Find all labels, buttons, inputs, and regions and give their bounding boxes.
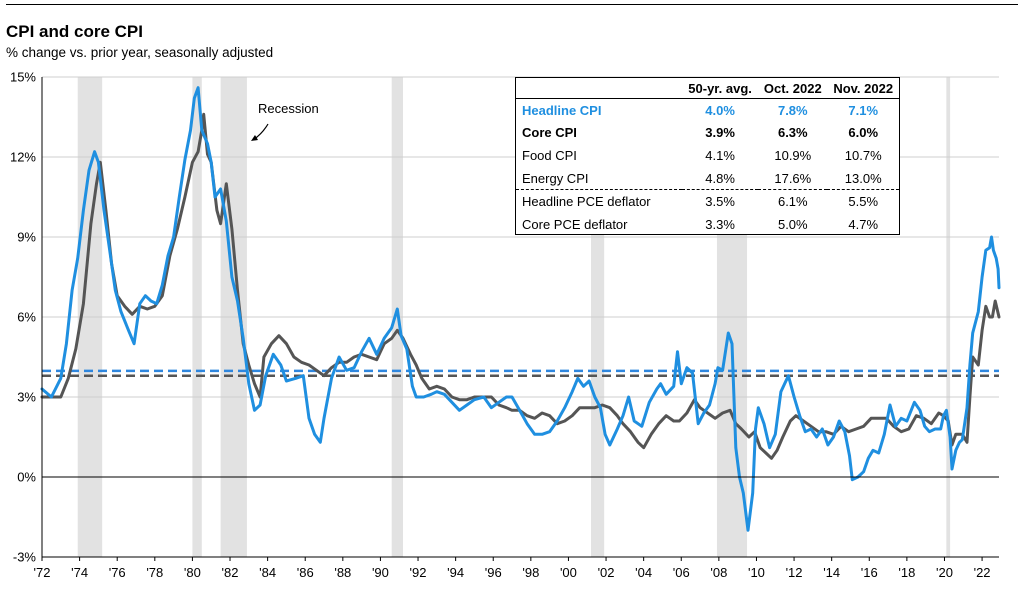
x-tick-label: '06 bbox=[673, 565, 690, 580]
x-tick-label: '00 bbox=[560, 565, 577, 580]
stats-header-blank bbox=[516, 78, 682, 99]
top-rule bbox=[6, 4, 1018, 5]
y-tick-label: 0% bbox=[17, 470, 36, 485]
stats-value: 6.0% bbox=[848, 125, 879, 141]
y-tick-label: -3% bbox=[13, 550, 37, 565]
chart-title: CPI and core CPI bbox=[6, 22, 143, 41]
x-tick-label: '04 bbox=[635, 565, 652, 580]
x-tick-label: '82 bbox=[222, 565, 239, 580]
stats-table: 50-yr. avg. Oct. 2022 Nov. 2022 Headline… bbox=[516, 78, 899, 236]
x-tick-label: '10 bbox=[748, 565, 765, 580]
headline-cpi-line bbox=[40, 86, 1001, 532]
stats-value: 7.1% bbox=[848, 102, 879, 118]
x-tick-label: '76 bbox=[109, 565, 126, 580]
average-lines bbox=[42, 369, 999, 378]
stats-row-headline-pce: Headline PCE deflator 3.5% 6.1% 5.5% bbox=[516, 190, 899, 213]
stats-value: 6.1% bbox=[777, 194, 808, 210]
stats-header-avg: 50-yr. avg. bbox=[682, 78, 759, 99]
x-tick-label: '78 bbox=[146, 565, 163, 580]
x-tick-label: '08 bbox=[710, 565, 727, 580]
stats-value: 4.1% bbox=[705, 147, 735, 163]
stats-row-energy-cpi: Energy CPI 4.8% 17.6% 13.0% bbox=[516, 166, 899, 191]
x-tick-label: '74 bbox=[71, 565, 88, 580]
x-tick-label: '96 bbox=[485, 565, 502, 580]
core-cpi-line bbox=[40, 112, 1001, 460]
y-tick-label: 3% bbox=[17, 390, 36, 405]
stats-value: 10.7% bbox=[844, 147, 882, 163]
stats-value: 17.6% bbox=[758, 166, 828, 191]
x-tick-label: '98 bbox=[522, 565, 539, 580]
y-tick-label: 9% bbox=[17, 230, 36, 245]
stats-label: Core CPI bbox=[522, 125, 577, 141]
y-tick-label: 12% bbox=[10, 150, 36, 165]
stats-header-nov: Nov. 2022 bbox=[827, 78, 899, 99]
x-tick-label: '80 bbox=[184, 565, 201, 580]
stats-row-core-cpi: Core CPI 3.9% 6.3% 6.0% bbox=[516, 122, 899, 145]
x-tick-label: '92 bbox=[410, 565, 427, 580]
x-tick-label: '90 bbox=[372, 565, 389, 580]
x-tick-label: '20 bbox=[936, 565, 953, 580]
stats-header-oct: Oct. 2022 bbox=[758, 78, 828, 99]
stats-value: 4.0% bbox=[705, 102, 735, 118]
x-tick-label: '22 bbox=[974, 565, 991, 580]
x-tick-label: '84 bbox=[259, 565, 276, 580]
stats-value: 3.5% bbox=[705, 194, 735, 210]
stats-label: Headline CPI bbox=[522, 102, 602, 118]
x-tick-label: '72 bbox=[34, 565, 51, 580]
stats-label: Food CPI bbox=[522, 147, 577, 163]
x-tick-label: '88 bbox=[334, 565, 351, 580]
x-tick-label: '18 bbox=[898, 565, 915, 580]
stats-header-row: 50-yr. avg. Oct. 2022 Nov. 2022 bbox=[516, 78, 899, 99]
stats-value: 13.0% bbox=[827, 166, 899, 191]
axes: -3% 0% 3% 6% 9% 12% 15% '72 '74 '76 '78 '80 '82 '84 '8… bbox=[10, 70, 999, 580]
stats-value: 3.9% bbox=[705, 125, 735, 141]
x-tick-label: '86 bbox=[297, 565, 314, 580]
stats-row-headline-cpi: Headline CPI 4.0% 7.8% 7.1% bbox=[516, 99, 899, 122]
x-tick-label: '12 bbox=[786, 565, 803, 580]
recession-annotation: Recession bbox=[258, 101, 319, 116]
stats-table-box: 50-yr. avg. Oct. 2022 Nov. 2022 Headline… bbox=[515, 77, 900, 235]
stats-value: 10.9% bbox=[774, 147, 812, 163]
stats-value: 3.3% bbox=[705, 216, 735, 232]
x-tick-label: '02 bbox=[598, 565, 615, 580]
stats-label: Core PCE deflator bbox=[522, 216, 628, 232]
stats-value: 4.7% bbox=[848, 216, 879, 232]
chart-subtitle: % change vs. prior year, seasonally adju… bbox=[6, 45, 274, 60]
stats-value: 6.3% bbox=[777, 125, 808, 141]
stats-label: Energy CPI bbox=[516, 166, 682, 191]
stats-value: 5.0% bbox=[777, 216, 808, 232]
stats-label: Headline PCE deflator bbox=[522, 194, 651, 210]
x-tick-label: '94 bbox=[447, 565, 464, 580]
arrow-head bbox=[251, 135, 258, 141]
stats-value: 5.5% bbox=[848, 194, 879, 210]
x-tick-label: '16 bbox=[861, 565, 878, 580]
series-lines bbox=[40, 86, 1001, 532]
recession-arrow bbox=[251, 123, 269, 141]
y-tick-label: 6% bbox=[17, 310, 36, 325]
stats-row-food-cpi: Food CPI 4.1% 10.9% 10.7% bbox=[516, 144, 899, 167]
stats-value: 7.8% bbox=[777, 102, 808, 118]
stats-value: 4.8% bbox=[682, 166, 759, 191]
stats-row-core-pce: Core PCE deflator 3.3% 5.0% 4.7% bbox=[516, 213, 899, 236]
y-tick-label: 15% bbox=[10, 70, 36, 85]
x-tick-label: '14 bbox=[823, 565, 840, 580]
